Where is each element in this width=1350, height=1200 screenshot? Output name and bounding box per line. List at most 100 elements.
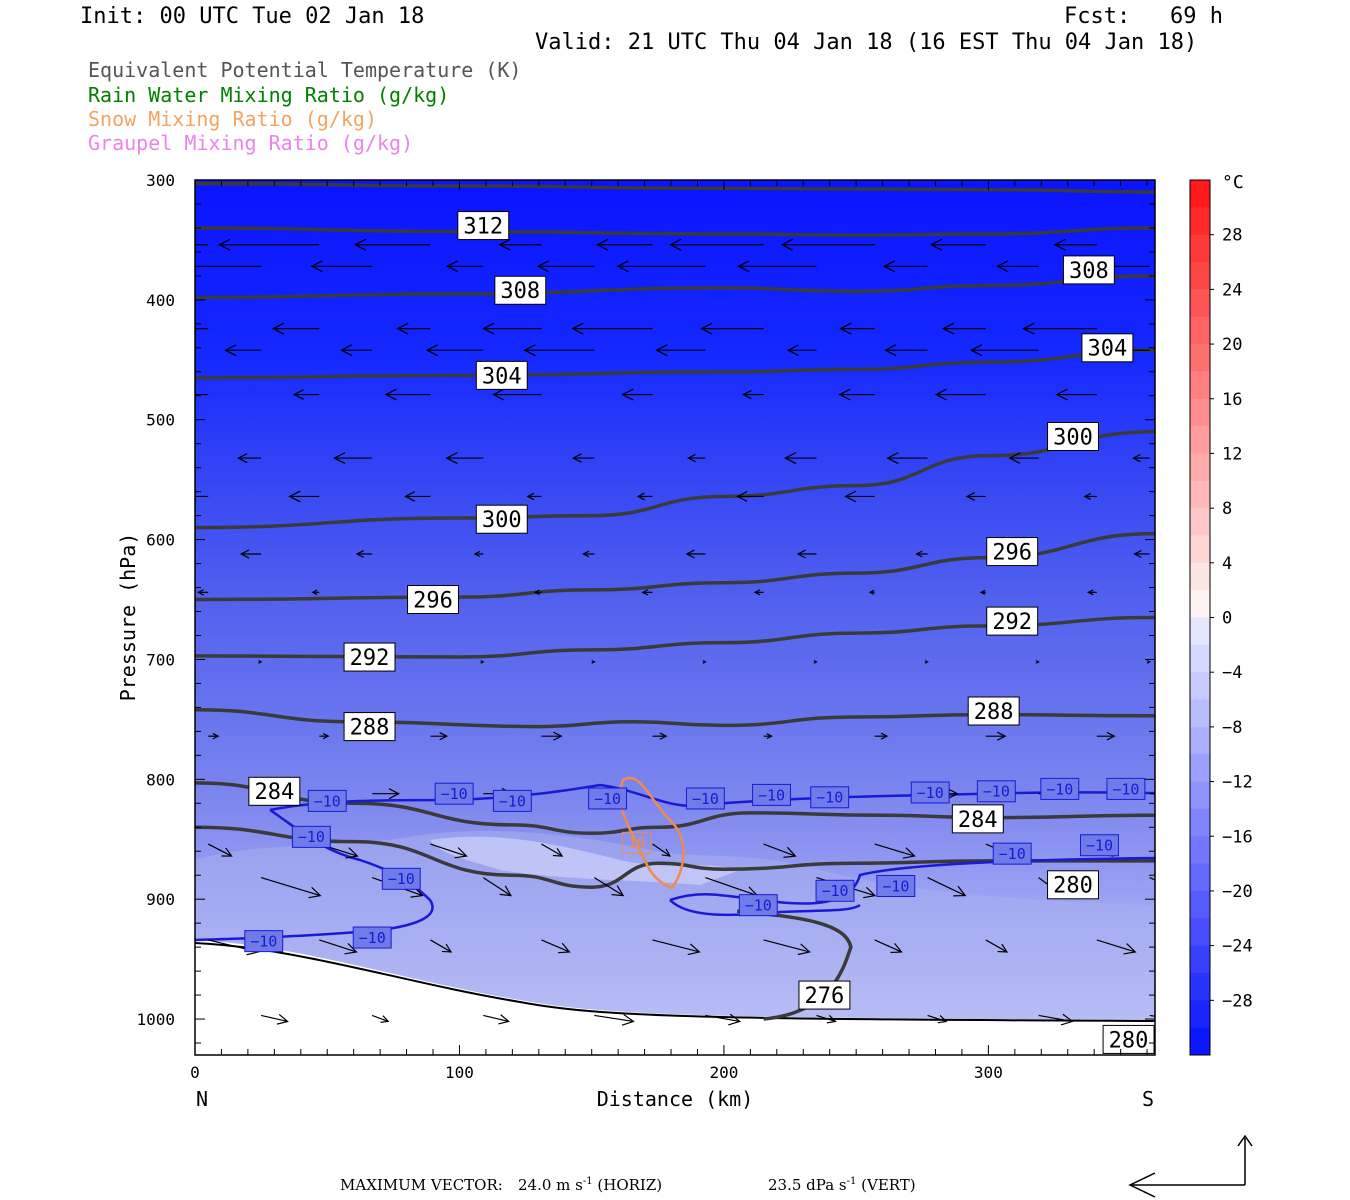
rain-label-box (738, 894, 778, 917)
wind-arrowhead (333, 452, 346, 465)
colorbar-bin (1190, 398, 1210, 427)
wind-arrowhead (884, 344, 897, 357)
wind-arrowhead (880, 732, 889, 740)
wind-arrowhead (492, 388, 505, 401)
wind-arrowhead (132, 323, 143, 334)
rain-label: −10 (359, 929, 386, 947)
theta-e-contour-296 (195, 429, 1155, 530)
colorbar-bin (1190, 699, 1210, 728)
rain-label: −10 (298, 828, 325, 846)
colorbar-bin (1190, 508, 1210, 536)
rain-label-box (1106, 777, 1146, 800)
colorbar-tick-label: −8 (1222, 718, 1242, 738)
wind-vectors (132, 238, 1163, 1026)
wind-arrowhead (596, 238, 609, 251)
x-tick-label: 0 (190, 1063, 200, 1082)
theta-e-label: 304 (1088, 337, 1128, 362)
wind-arrowhead (728, 1013, 742, 1026)
wind-arrowhead (322, 733, 330, 740)
rain-label-box (244, 930, 284, 953)
wind-arrowhead (212, 732, 220, 740)
wind-arrowhead (753, 589, 761, 596)
wind-arrowhead (953, 885, 967, 897)
wind-arrowhead (915, 550, 923, 558)
theta-e-label-box (248, 776, 301, 806)
colorbar-bin (1190, 644, 1210, 673)
wind-arrowhead (480, 659, 485, 664)
y-tick-label: 600 (146, 531, 175, 550)
wind-arrowhead (224, 344, 237, 357)
wind-vector (927, 877, 966, 897)
wind-arrowhead (221, 847, 233, 857)
wind-arrowhead (736, 490, 748, 502)
wind-arrowhead (380, 1015, 390, 1023)
south-label: S (1142, 1087, 1154, 1111)
theta-e-label: 300 (482, 508, 522, 533)
wind-arrowhead (700, 322, 713, 335)
rain-label-box (876, 874, 916, 897)
wind-vector (1038, 1014, 1073, 1023)
rain-label: −10 (441, 785, 468, 803)
wind-arrowhead (1083, 492, 1091, 500)
theta-e-label-box (967, 696, 1020, 726)
wind-arrowhead (641, 589, 649, 596)
wind-vector (816, 1014, 836, 1023)
wind-arrowhead (783, 846, 797, 858)
theta-e-contour-300 (195, 348, 1155, 380)
wind-arrowhead (425, 344, 439, 357)
wind-vector (927, 1014, 947, 1023)
wind-arrowhead (237, 453, 248, 464)
rain-label-box (291, 825, 331, 848)
wind-vector (763, 843, 796, 857)
wind-arrowhead (239, 549, 250, 559)
wind-arrowhead (784, 452, 797, 465)
wind-arrowhead (396, 322, 409, 335)
wind-arrowhead (482, 322, 495, 335)
theta-e-label: 304 (482, 364, 522, 389)
wind-arrowhead (523, 344, 536, 357)
wind-arrowhead (1132, 453, 1141, 463)
wind-arrowhead (445, 260, 459, 273)
wind-vector (260, 877, 321, 897)
theta-e-label-box (494, 275, 547, 305)
colorbar-bin (1190, 836, 1210, 865)
colorbar-bin (1190, 262, 1210, 290)
wind-arrowhead (526, 492, 535, 501)
wind-arrowhead (186, 390, 195, 399)
wind-arrowhead (292, 389, 304, 400)
wind-arrowhead (1146, 659, 1152, 664)
colorbar-unit: °C (1222, 172, 1244, 193)
wind-arrowhead (969, 344, 983, 357)
wind-arrowhead (1133, 550, 1142, 558)
wind-arrowhead (813, 659, 818, 664)
wind-arrowhead (499, 885, 512, 897)
colorbar-bin (1190, 754, 1210, 783)
theta-e-label-box (1102, 1024, 1155, 1054)
wind-arrowhead (558, 942, 571, 954)
theta-e-label-box (951, 804, 1004, 834)
wind-arrowhead (1157, 791, 1163, 797)
wind-arrowhead (441, 943, 453, 953)
init-time: Init: 00 UTC Tue 02 Jan 18 (80, 4, 425, 29)
wind-arrowhead (997, 943, 1009, 953)
wind-arrowhead (454, 847, 468, 859)
wind-vector (319, 939, 357, 953)
wind-arrowhead (276, 1013, 289, 1025)
wind-vector (430, 939, 452, 953)
wind-arrowhead (311, 589, 318, 596)
colorbar-bin (1190, 234, 1210, 263)
theta-e-label: 288 (974, 700, 1014, 725)
colorbar-tick-label: −4 (1222, 663, 1242, 683)
wind-arrowhead (937, 1014, 948, 1024)
wind-arrowhead (310, 260, 323, 273)
y-tick-label: 800 (146, 770, 175, 789)
rain-label: −10 (594, 790, 621, 808)
wind-arrowhead (197, 589, 204, 596)
wind-arrowhead (133, 239, 144, 250)
wind-arrowhead (661, 848, 672, 857)
wind-vector (652, 939, 700, 953)
snow-contours (618, 776, 685, 890)
wind-vector (874, 843, 915, 857)
wind-arrowhead (882, 260, 896, 273)
wind-vector (763, 939, 810, 953)
